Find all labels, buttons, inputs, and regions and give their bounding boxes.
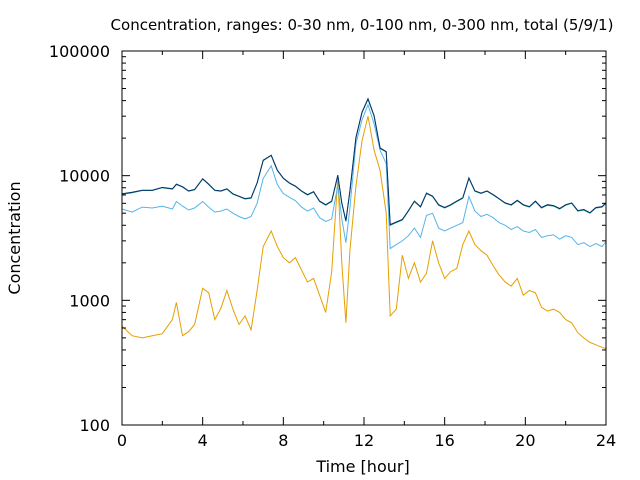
series-line-1 (121, 116, 607, 350)
y-tick-label: 10000 (59, 167, 110, 186)
y-tick-label: 100000 (49, 42, 110, 61)
series-line-3 (121, 97, 607, 227)
series-line-4 (121, 97, 607, 226)
x-axis-label: Time [hour] (315, 457, 409, 476)
x-tick-label: 20 (515, 431, 535, 450)
plot-lines (121, 97, 607, 350)
series-line-2 (121, 103, 607, 250)
x-tick-label: 0 (117, 431, 127, 450)
x-tick-label: 16 (434, 431, 454, 450)
x-tick-label: 24 (596, 431, 616, 450)
x-axis-ticks: 0 4 8 12 16 20 24 (117, 51, 616, 450)
x-tick-label: 8 (278, 431, 288, 450)
y-axis-ticks: 100 1000 10000 100000 (49, 42, 606, 435)
y-tick-label: 100 (79, 416, 110, 435)
x-tick-label: 4 (198, 431, 208, 450)
y-tick-label: 1000 (69, 291, 110, 310)
x-tick-label: 12 (354, 431, 374, 450)
chart-title: Concentration, ranges: 0-30 nm, 0-100 nm… (111, 16, 614, 34)
y-axis-label: Concentration (5, 181, 24, 294)
